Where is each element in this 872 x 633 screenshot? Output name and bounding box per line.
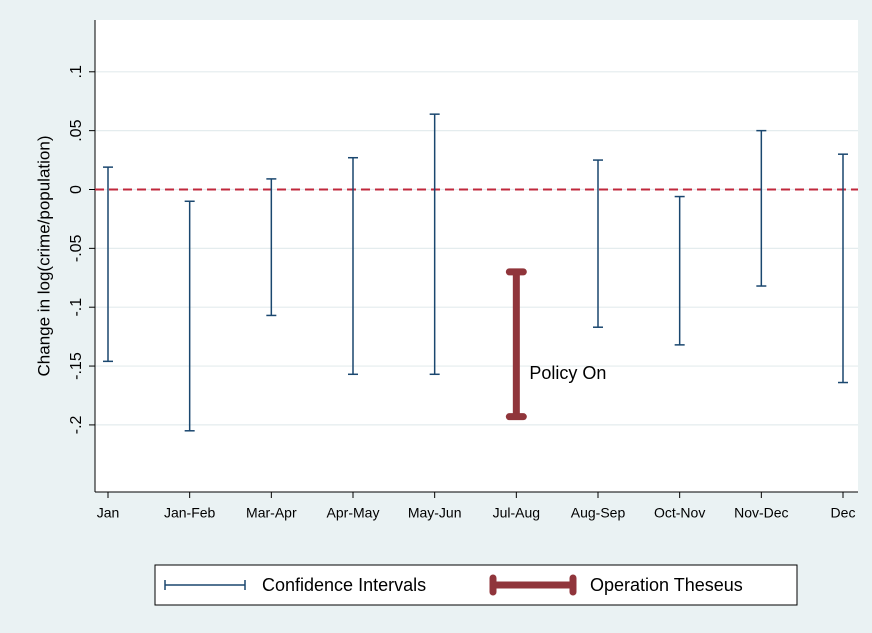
plot-area [95, 20, 858, 492]
y-tick-label: .05 [68, 119, 85, 141]
x-tick-label: Nov-Dec [734, 505, 788, 521]
annotation: Policy On [529, 363, 606, 383]
x-tick-label: Apr-May [327, 505, 380, 521]
x-tick-label: Jan-Feb [164, 505, 216, 521]
legend-label: Confidence Intervals [262, 575, 426, 595]
x-tick-label: Dec [831, 505, 856, 521]
y-tick-label: -.1 [68, 298, 85, 317]
y-tick-label: -.15 [68, 352, 85, 380]
x-tick-label: Aug-Sep [571, 505, 626, 521]
x-tick-label: Oct-Nov [654, 505, 705, 521]
x-tick-label: Jul-Aug [493, 505, 540, 521]
x-tick-label: Mar-Apr [246, 505, 297, 521]
y-tick-label: 0 [68, 185, 85, 194]
y-tick-label: -.2 [68, 415, 85, 434]
legend [154, 564, 798, 606]
legend-label: Operation Theseus [590, 575, 743, 595]
y-tick-label: .1 [68, 65, 85, 78]
y-tick-label: -.05 [68, 234, 85, 262]
x-tick-label: May-Jun [408, 505, 462, 521]
x-tick-label: Jan [97, 505, 120, 521]
y-axis-label: Change in log(crime/population) [34, 136, 53, 377]
